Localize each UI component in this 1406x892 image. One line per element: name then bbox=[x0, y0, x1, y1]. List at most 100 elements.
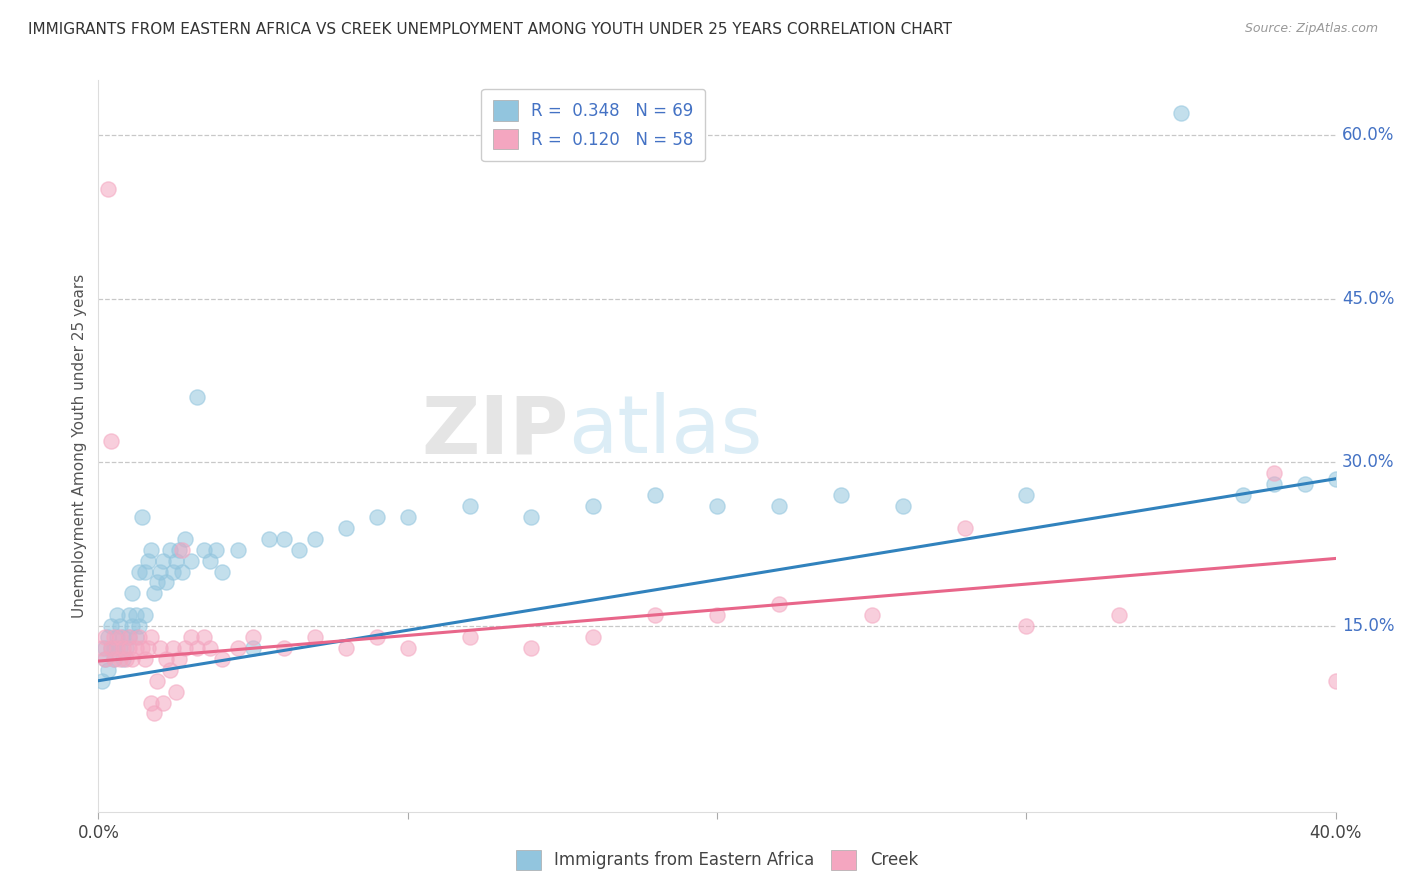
Point bbox=[118, 608, 141, 623]
Text: Source: ZipAtlas.com: Source: ZipAtlas.com bbox=[1244, 22, 1378, 36]
Point bbox=[170, 542, 193, 557]
Point bbox=[93, 630, 115, 644]
Point bbox=[103, 652, 125, 666]
Point bbox=[1324, 673, 1347, 688]
Text: atlas: atlas bbox=[568, 392, 763, 470]
Point bbox=[335, 640, 357, 655]
Point bbox=[103, 630, 125, 644]
Point bbox=[458, 630, 481, 644]
Point bbox=[366, 630, 388, 644]
Point bbox=[118, 630, 141, 644]
Point bbox=[706, 499, 728, 513]
Point bbox=[1108, 608, 1130, 623]
Point bbox=[131, 640, 153, 655]
Point bbox=[97, 630, 120, 644]
Point bbox=[304, 630, 326, 644]
Point bbox=[149, 565, 172, 579]
Text: ZIP: ZIP bbox=[422, 392, 568, 470]
Point bbox=[174, 532, 197, 546]
Point bbox=[1263, 467, 1285, 481]
Point bbox=[118, 630, 141, 644]
Point bbox=[768, 499, 790, 513]
Point bbox=[112, 652, 135, 666]
Point bbox=[396, 510, 419, 524]
Point bbox=[97, 182, 120, 196]
Point bbox=[136, 554, 159, 568]
Point bbox=[93, 652, 115, 666]
Point bbox=[139, 696, 162, 710]
Point bbox=[93, 640, 115, 655]
Point bbox=[1294, 477, 1316, 491]
Point bbox=[149, 640, 172, 655]
Point bbox=[128, 619, 150, 633]
Point bbox=[396, 640, 419, 655]
Point bbox=[644, 488, 666, 502]
Point bbox=[242, 640, 264, 655]
Point bbox=[108, 652, 131, 666]
Point bbox=[121, 619, 143, 633]
Point bbox=[136, 640, 159, 655]
Point bbox=[146, 673, 169, 688]
Point bbox=[582, 630, 605, 644]
Point bbox=[1015, 619, 1038, 633]
Point bbox=[186, 390, 208, 404]
Point bbox=[124, 630, 146, 644]
Point bbox=[118, 640, 141, 655]
Point bbox=[134, 608, 156, 623]
Point bbox=[165, 684, 187, 698]
Point bbox=[211, 565, 233, 579]
Point bbox=[152, 696, 174, 710]
Point bbox=[100, 619, 122, 633]
Y-axis label: Unemployment Among Youth under 25 years: Unemployment Among Youth under 25 years bbox=[72, 274, 87, 618]
Point bbox=[205, 542, 228, 557]
Point bbox=[273, 640, 295, 655]
Point bbox=[335, 521, 357, 535]
Point bbox=[152, 554, 174, 568]
Point bbox=[128, 565, 150, 579]
Point bbox=[128, 630, 150, 644]
Point bbox=[953, 521, 976, 535]
Point bbox=[162, 565, 184, 579]
Point bbox=[891, 499, 914, 513]
Legend: Immigrants from Eastern Africa, Creek: Immigrants from Eastern Africa, Creek bbox=[509, 843, 925, 877]
Point bbox=[108, 640, 131, 655]
Point bbox=[143, 706, 166, 721]
Point bbox=[198, 554, 221, 568]
Point bbox=[167, 652, 190, 666]
Point bbox=[159, 542, 181, 557]
Point bbox=[273, 532, 295, 546]
Point bbox=[115, 640, 138, 655]
Point bbox=[198, 640, 221, 655]
Point bbox=[112, 630, 135, 644]
Text: IMMIGRANTS FROM EASTERN AFRICA VS CREEK UNEMPLOYMENT AMONG YOUTH UNDER 25 YEARS : IMMIGRANTS FROM EASTERN AFRICA VS CREEK … bbox=[28, 22, 952, 37]
Point bbox=[226, 640, 249, 655]
Point bbox=[174, 640, 197, 655]
Text: 30.0%: 30.0% bbox=[1341, 453, 1395, 471]
Point bbox=[131, 510, 153, 524]
Point bbox=[134, 565, 156, 579]
Text: 60.0%: 60.0% bbox=[1341, 126, 1395, 144]
Point bbox=[180, 630, 202, 644]
Point bbox=[90, 640, 112, 655]
Point bbox=[100, 640, 122, 655]
Point bbox=[1324, 472, 1347, 486]
Point bbox=[582, 499, 605, 513]
Point bbox=[146, 575, 169, 590]
Point bbox=[186, 640, 208, 655]
Point bbox=[105, 608, 128, 623]
Point bbox=[143, 586, 166, 600]
Point bbox=[105, 630, 128, 644]
Point bbox=[155, 652, 177, 666]
Point bbox=[644, 608, 666, 623]
Point bbox=[520, 640, 543, 655]
Point bbox=[257, 532, 280, 546]
Point bbox=[211, 652, 233, 666]
Point bbox=[304, 532, 326, 546]
Point bbox=[159, 663, 181, 677]
Point bbox=[458, 499, 481, 513]
Point bbox=[112, 640, 135, 655]
Point bbox=[108, 630, 131, 644]
Point bbox=[830, 488, 852, 502]
Point bbox=[124, 640, 146, 655]
Point bbox=[155, 575, 177, 590]
